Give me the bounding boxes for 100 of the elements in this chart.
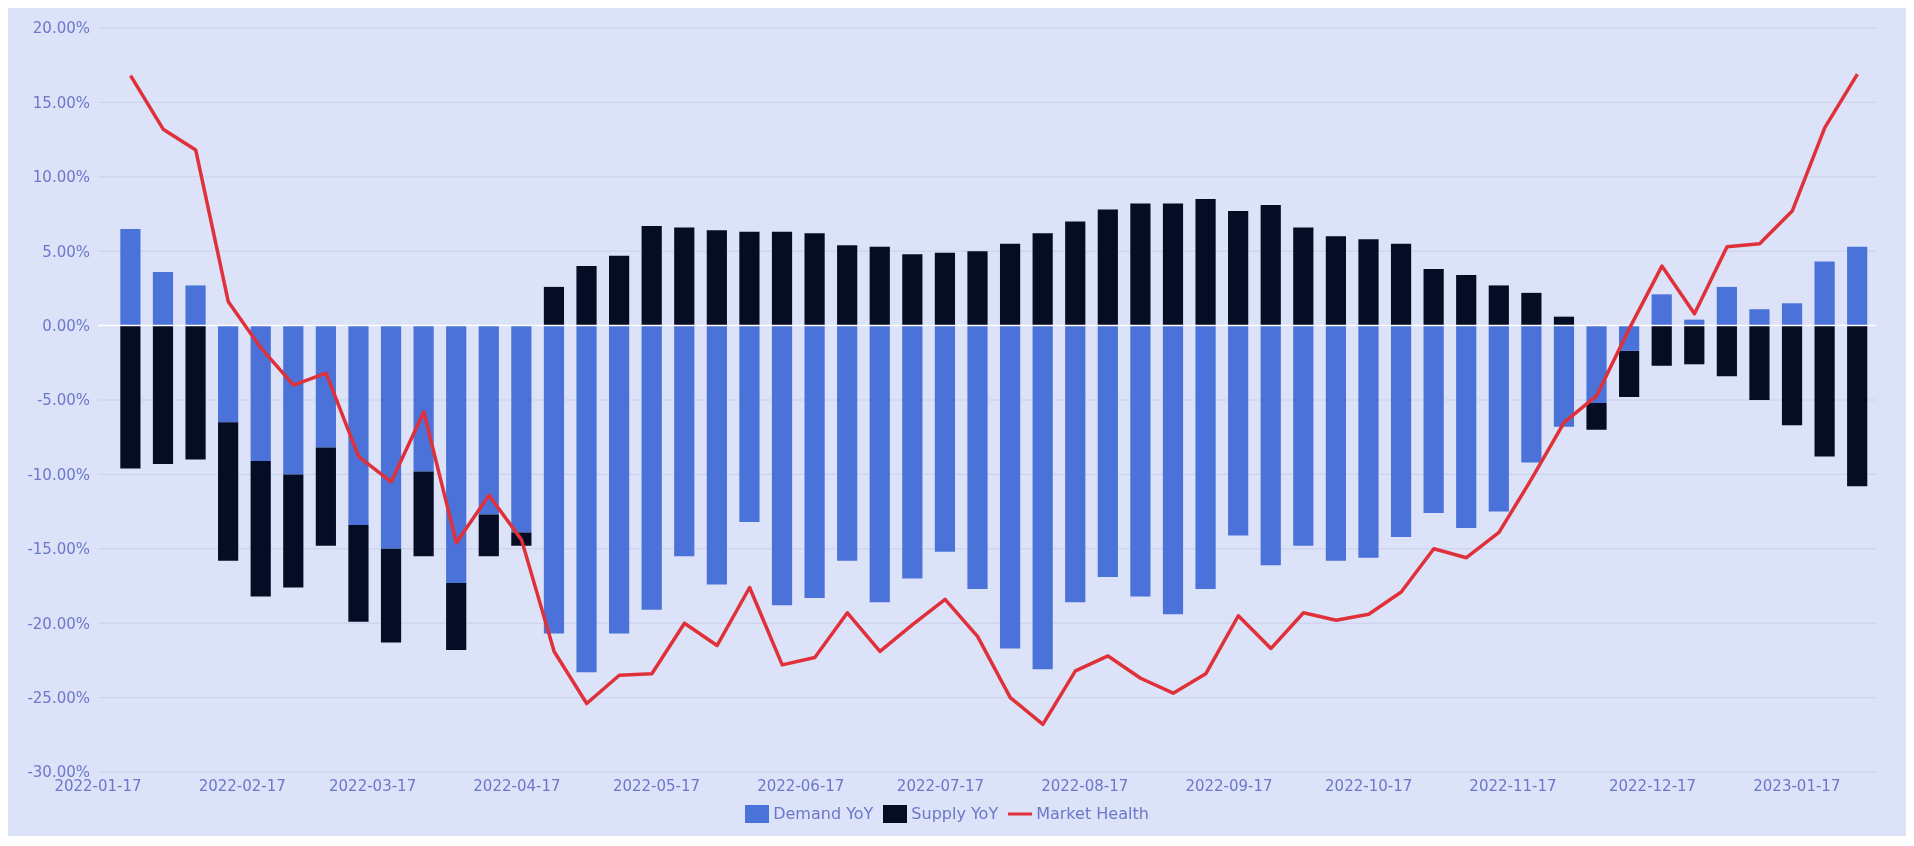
bar xyxy=(152,325,174,464)
bar xyxy=(999,243,1021,326)
x-tick-label: 2022-03-17 xyxy=(329,776,417,795)
bar xyxy=(1390,243,1412,326)
bar xyxy=(1065,325,1086,603)
bar xyxy=(1749,325,1770,400)
x-tick-label: 2022-04-17 xyxy=(473,776,561,795)
bar xyxy=(1586,402,1607,430)
bar xyxy=(1781,325,1803,426)
bar xyxy=(1260,325,1281,566)
bar xyxy=(283,325,304,475)
x-tick-label: 2022-06-17 xyxy=(757,776,845,795)
bar xyxy=(706,325,727,585)
y-tick-label: -15.00% xyxy=(27,540,90,559)
bar xyxy=(283,474,304,588)
bar xyxy=(869,246,890,326)
bar xyxy=(837,325,858,561)
bar xyxy=(413,471,434,557)
bar xyxy=(576,266,597,326)
bar xyxy=(609,325,630,634)
line-series xyxy=(128,72,1860,727)
bar xyxy=(771,325,793,606)
bar xyxy=(1586,325,1607,403)
bar xyxy=(771,231,793,326)
bar xyxy=(413,325,434,472)
bar xyxy=(348,325,369,525)
bar xyxy=(1619,350,1640,398)
x-tick-label: 2022-08-17 xyxy=(1041,776,1129,795)
bar xyxy=(1195,325,1216,589)
bar xyxy=(706,230,727,326)
bar xyxy=(967,325,988,589)
bar xyxy=(1162,203,1184,326)
bar xyxy=(1195,199,1216,326)
bar xyxy=(967,251,988,326)
bar xyxy=(543,325,565,634)
bar xyxy=(1716,325,1737,377)
bar xyxy=(641,225,662,326)
bar xyxy=(902,254,923,326)
bar xyxy=(1293,227,1314,326)
x-tick-label: 2022-05-17 xyxy=(612,776,701,795)
bar xyxy=(1847,246,1868,326)
bar xyxy=(250,325,271,462)
bar xyxy=(1260,205,1281,326)
bar xyxy=(1097,325,1118,578)
y-tick-label: -10.00% xyxy=(27,465,90,484)
bar xyxy=(674,227,695,326)
bar xyxy=(1716,286,1737,326)
bar xyxy=(641,325,662,610)
bar xyxy=(1749,309,1770,326)
bar xyxy=(1488,285,1509,326)
bar xyxy=(934,252,956,326)
bar xyxy=(999,325,1021,649)
legend-label: Demand YoY xyxy=(773,803,874,823)
bar xyxy=(1456,325,1477,528)
bar xyxy=(1130,325,1151,597)
y-tick-label: 10.00% xyxy=(32,168,90,187)
bar xyxy=(348,524,369,622)
bar xyxy=(1228,325,1249,536)
bar xyxy=(446,583,467,650)
bar xyxy=(1358,239,1379,326)
bar xyxy=(1814,261,1835,326)
bar xyxy=(478,514,499,557)
bar xyxy=(1814,325,1835,457)
bar xyxy=(934,325,956,552)
bar xyxy=(1488,325,1509,512)
bar xyxy=(380,548,402,643)
bar xyxy=(739,325,760,523)
bar xyxy=(185,285,206,326)
legend-label: Supply YoY xyxy=(911,803,999,823)
bar xyxy=(1097,209,1118,326)
bar xyxy=(511,325,532,533)
bar xyxy=(1065,221,1086,326)
bar xyxy=(380,325,402,549)
bar xyxy=(1651,294,1672,326)
bar xyxy=(804,233,825,326)
y-tick-label: 20.00% xyxy=(32,19,90,38)
bar xyxy=(1032,233,1053,326)
bar xyxy=(218,325,239,423)
x-tick-label: 2022-11-17 xyxy=(1469,776,1557,795)
bar xyxy=(609,255,630,326)
bar xyxy=(1325,325,1346,561)
bar xyxy=(674,325,695,557)
legend-label: Market Health xyxy=(1036,803,1149,823)
y-tick-label: -5.00% xyxy=(36,391,90,410)
bar xyxy=(152,272,174,326)
y-tick-label: 0.00% xyxy=(42,316,90,335)
bar xyxy=(1456,275,1477,326)
x-tick-label: 2022-09-17 xyxy=(1185,776,1273,795)
bar xyxy=(1032,325,1053,670)
bar xyxy=(120,228,141,326)
bar xyxy=(315,325,336,448)
bar xyxy=(1423,325,1444,514)
y-tick-label: 15.00% xyxy=(32,93,90,112)
bar xyxy=(218,422,239,561)
bar xyxy=(902,325,923,579)
y-tick-label: -25.00% xyxy=(27,688,90,707)
bar xyxy=(543,286,565,326)
bar xyxy=(1521,325,1542,463)
bar xyxy=(478,325,499,515)
bar xyxy=(1651,325,1672,366)
